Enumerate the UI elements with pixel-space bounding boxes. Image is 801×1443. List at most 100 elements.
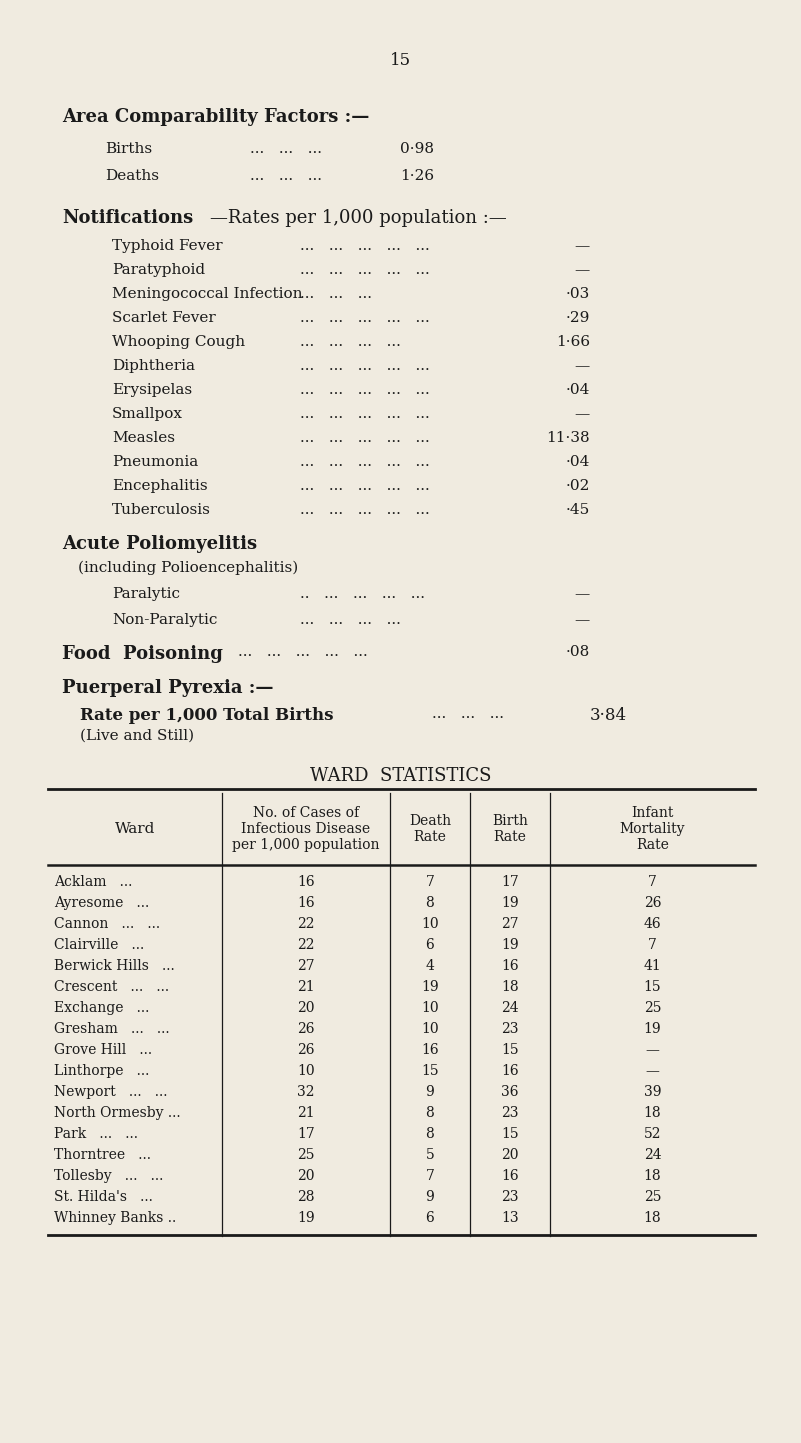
Text: 25: 25 (644, 1190, 662, 1203)
Text: 7: 7 (648, 938, 657, 952)
Text: (including Polioencephalitis): (including Polioencephalitis) (78, 561, 298, 576)
Text: Infant
Mortality
Rate: Infant Mortality Rate (620, 805, 685, 853)
Text: 16: 16 (501, 1169, 519, 1183)
Text: ...   ...   ...   ...   ...: ... ... ... ... ... (300, 359, 430, 372)
Text: 22: 22 (297, 938, 315, 952)
Text: 19: 19 (501, 938, 519, 952)
Text: Newport   ...   ...: Newport ... ... (54, 1085, 167, 1100)
Text: ...   ...   ...   ...: ... ... ... ... (300, 335, 400, 349)
Text: ...   ...   ...   ...: ... ... ... ... (300, 613, 400, 628)
Text: 26: 26 (644, 896, 662, 911)
Text: 17: 17 (297, 1127, 315, 1141)
Text: ...   ...   ...: ... ... ... (432, 707, 504, 722)
Text: ...   ...   ...   ...   ...: ... ... ... ... ... (300, 382, 430, 397)
Text: ...   ...   ...   ...   ...: ... ... ... ... ... (238, 645, 368, 659)
Text: 18: 18 (644, 1169, 662, 1183)
Text: 19: 19 (297, 1211, 315, 1225)
Text: Paratyphoid: Paratyphoid (112, 263, 205, 277)
Text: WARD  STATISTICS: WARD STATISTICS (310, 768, 491, 785)
Text: Acute Poliomyelitis: Acute Poliomyelitis (62, 535, 257, 553)
Text: Clairville   ...: Clairville ... (54, 938, 144, 952)
Text: 8: 8 (425, 1127, 434, 1141)
Text: 15: 15 (390, 52, 411, 69)
Text: 21: 21 (297, 980, 315, 994)
Text: 15: 15 (421, 1063, 439, 1078)
Text: (Live and Still): (Live and Still) (80, 729, 194, 743)
Text: 19: 19 (421, 980, 439, 994)
Text: Thorntree   ...: Thorntree ... (54, 1149, 151, 1162)
Text: Birth
Rate: Birth Rate (492, 814, 528, 844)
Text: ...   ...   ...   ...   ...: ... ... ... ... ... (300, 431, 430, 444)
Text: 15: 15 (644, 980, 662, 994)
Text: ...   ...   ...   ...   ...: ... ... ... ... ... (300, 407, 430, 421)
Text: Pneumonia: Pneumonia (112, 455, 199, 469)
Text: 28: 28 (297, 1190, 315, 1203)
Text: Typhoid Fever: Typhoid Fever (112, 240, 223, 253)
Text: ·08: ·08 (566, 645, 590, 659)
Text: Smallpox: Smallpox (112, 407, 183, 421)
Text: ...   ...   ...: ... ... ... (250, 141, 322, 156)
Text: 36: 36 (501, 1085, 519, 1100)
Text: ·03: ·03 (566, 287, 590, 302)
Text: 9: 9 (425, 1085, 434, 1100)
Text: 27: 27 (297, 960, 315, 973)
Text: 8: 8 (425, 1105, 434, 1120)
Text: ·45: ·45 (566, 504, 590, 517)
Text: 26: 26 (297, 1022, 315, 1036)
Text: 16: 16 (297, 874, 315, 889)
Text: 24: 24 (501, 1001, 519, 1014)
Text: 17: 17 (501, 874, 519, 889)
Text: 20: 20 (501, 1149, 519, 1162)
Text: Scarlet Fever: Scarlet Fever (112, 312, 215, 325)
Text: Exchange   ...: Exchange ... (54, 1001, 149, 1014)
Text: 23: 23 (501, 1022, 519, 1036)
Text: 21: 21 (297, 1105, 315, 1120)
Text: Tollesby   ...   ...: Tollesby ... ... (54, 1169, 163, 1183)
Text: Gresham   ...   ...: Gresham ... ... (54, 1022, 170, 1036)
Text: ·04: ·04 (566, 382, 590, 397)
Text: —: — (575, 407, 590, 421)
Text: 20: 20 (297, 1169, 315, 1183)
Text: 27: 27 (501, 916, 519, 931)
Text: Grove Hill   ...: Grove Hill ... (54, 1043, 152, 1058)
Text: 6: 6 (425, 938, 434, 952)
Text: ...   ...   ...   ...   ...: ... ... ... ... ... (300, 312, 430, 325)
Text: 18: 18 (644, 1105, 662, 1120)
Text: 5: 5 (425, 1149, 434, 1162)
Text: ..   ...   ...   ...   ...: .. ... ... ... ... (300, 587, 425, 600)
Text: —Rates per 1,000 population :—: —Rates per 1,000 population :— (210, 209, 507, 227)
Text: 26: 26 (297, 1043, 315, 1058)
Text: Paralytic: Paralytic (112, 587, 180, 600)
Text: Cannon   ...   ...: Cannon ... ... (54, 916, 160, 931)
Text: 46: 46 (644, 916, 662, 931)
Text: Births: Births (105, 141, 152, 156)
Text: 9: 9 (425, 1190, 434, 1203)
Text: 16: 16 (501, 960, 519, 973)
Text: 7: 7 (425, 1169, 434, 1183)
Text: Food  Poisoning: Food Poisoning (62, 645, 223, 662)
Text: 20: 20 (297, 1001, 315, 1014)
Text: Crescent   ...   ...: Crescent ... ... (54, 980, 169, 994)
Text: 18: 18 (644, 1211, 662, 1225)
Text: ...   ...   ...   ...   ...: ... ... ... ... ... (300, 455, 430, 469)
Text: Erysipelas: Erysipelas (112, 382, 192, 397)
Text: Deaths: Deaths (105, 169, 159, 183)
Text: Notifications: Notifications (62, 209, 193, 227)
Text: —: — (575, 240, 590, 253)
Text: 41: 41 (644, 960, 662, 973)
Text: Meningococcal Infection: Meningococcal Infection (112, 287, 303, 302)
Text: North Ormesby ...: North Ormesby ... (54, 1105, 180, 1120)
Text: 19: 19 (501, 896, 519, 911)
Text: 16: 16 (421, 1043, 439, 1058)
Text: 0·98: 0·98 (400, 141, 434, 156)
Text: 15: 15 (501, 1127, 519, 1141)
Text: ...   ...   ...   ...   ...: ... ... ... ... ... (300, 479, 430, 494)
Text: 15: 15 (501, 1043, 519, 1058)
Text: 23: 23 (501, 1190, 519, 1203)
Text: 10: 10 (421, 1022, 439, 1036)
Text: Tuberculosis: Tuberculosis (112, 504, 211, 517)
Text: Park   ...   ...: Park ... ... (54, 1127, 138, 1141)
Text: ·04: ·04 (566, 455, 590, 469)
Text: 52: 52 (644, 1127, 662, 1141)
Text: Ward: Ward (115, 823, 155, 835)
